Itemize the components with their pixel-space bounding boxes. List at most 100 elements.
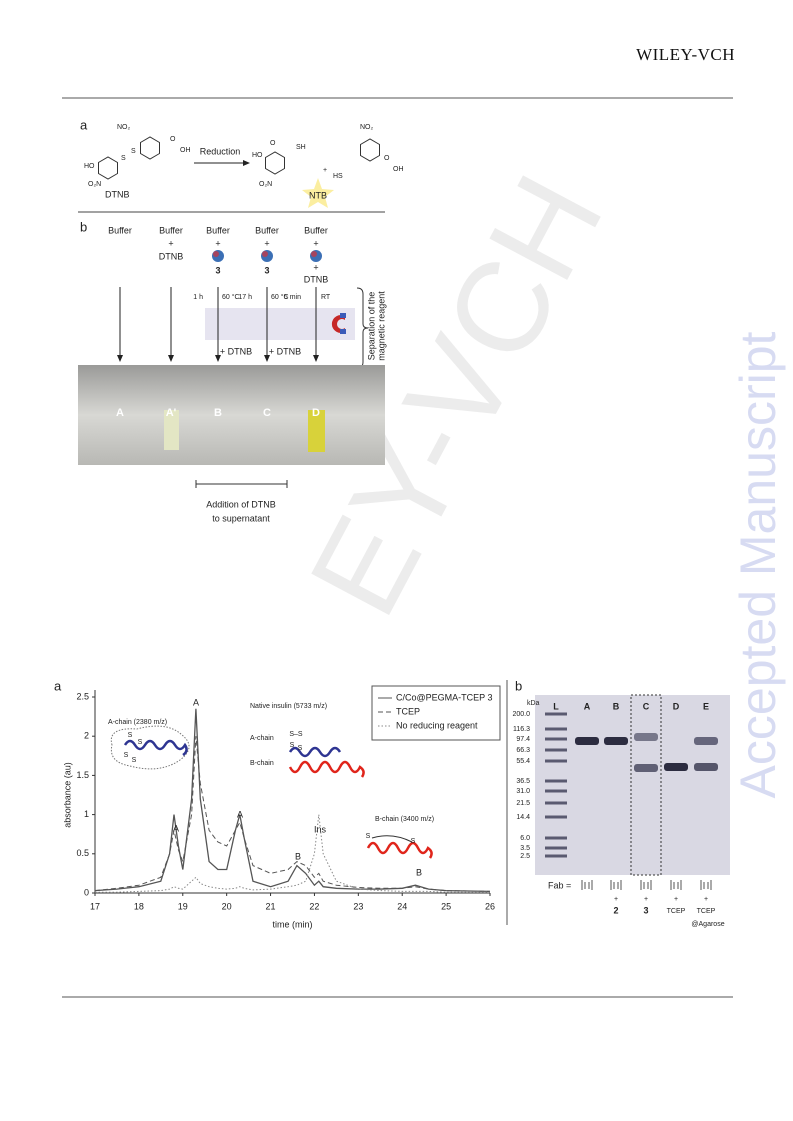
x-tick-label: 22	[309, 901, 319, 911]
legend-box	[371, 685, 501, 741]
atom: O₂N	[88, 181, 101, 188]
atom: HO	[84, 163, 95, 170]
y-tick-label: 1.5	[76, 770, 89, 780]
arrow-head	[168, 355, 174, 362]
unit-label: kDa	[527, 700, 540, 707]
magnet	[331, 315, 345, 333]
condition: 1 h	[193, 294, 203, 301]
annotation: Native insulin (5733 m/z)	[250, 703, 327, 710]
cuvette-label: A	[116, 407, 124, 419]
ladder-band	[545, 789, 567, 793]
fab-icon	[610, 880, 622, 890]
brace-label: Separation of the	[366, 292, 376, 361]
sulfur-label: S	[411, 838, 416, 845]
legend-label: C/Co@PEGMA-TCEP 3	[396, 692, 493, 702]
atom: OH	[393, 166, 404, 173]
plus: +	[168, 238, 173, 248]
fab-icon	[640, 880, 652, 890]
bracket-label: to supernatant	[212, 513, 270, 523]
atom: HS	[333, 173, 343, 180]
ladder-label: 116.3	[513, 726, 530, 733]
peak-label: B	[416, 867, 422, 877]
treatment: 3	[643, 905, 648, 915]
arrow-head	[243, 160, 250, 166]
treatment: TCEP	[667, 908, 686, 915]
ladder-label: 14.4	[516, 814, 530, 821]
atom: +	[323, 167, 327, 174]
column-label: Buffer	[108, 225, 132, 235]
condition: 17 h	[238, 294, 252, 301]
sulfur-label: S	[128, 732, 133, 739]
annotation: A-chain (2380 m/z)	[108, 719, 167, 726]
magnet-pole	[340, 313, 346, 318]
sulfur-label: S–S	[289, 731, 303, 738]
ladder-band	[545, 846, 567, 850]
arrow-label: Reduction	[200, 146, 241, 156]
highlight-box	[630, 694, 662, 876]
protein-band	[664, 763, 688, 771]
y-tick-label: 0	[84, 887, 89, 897]
disulfide	[371, 835, 413, 843]
benzene-ring	[360, 138, 380, 162]
bracket-label: Addition of DTNB	[206, 499, 276, 509]
particle-shell	[262, 251, 268, 257]
lane-label: A	[584, 701, 591, 711]
x-axis-label: time (min)	[273, 919, 313, 929]
x-tick-label: 24	[397, 901, 407, 911]
ladder-label: 3.5	[520, 845, 530, 852]
reagent: DTNB	[304, 274, 329, 284]
y-axis-label: absorbance (au)	[62, 762, 72, 828]
legend-label: No reducing reagent	[396, 720, 478, 730]
sulfur-label: S	[290, 742, 295, 749]
ladder-label: 6.0	[520, 835, 530, 842]
fab-icon	[700, 880, 712, 890]
atom: S	[121, 155, 126, 162]
annotation: A-chain	[250, 735, 274, 742]
cuvette-label: C	[263, 407, 271, 419]
chromatogram-trace	[95, 814, 490, 893]
ladder-label: 31.0	[516, 788, 530, 795]
arrow-head	[313, 355, 319, 362]
magnet-pole	[340, 329, 346, 334]
fab-icon	[670, 880, 682, 890]
protein-band	[604, 737, 628, 745]
brace	[356, 287, 369, 369]
cuvette-label: A'	[166, 407, 177, 419]
annotation: B-chain (3400 m/z)	[375, 816, 434, 823]
lane-label: D	[673, 701, 680, 711]
atom: HO	[252, 152, 263, 159]
x-tick-label: 20	[222, 901, 232, 911]
atom: O₂N	[259, 181, 272, 188]
y-tick-label: 2.5	[76, 691, 89, 701]
lane-label: C	[643, 701, 650, 711]
pale-solution	[164, 410, 179, 450]
atom: O	[384, 155, 390, 162]
addition: + DTNB	[269, 346, 301, 356]
benzene-ring	[98, 156, 118, 180]
condition: 60 °C	[271, 293, 289, 301]
ladder-band	[545, 737, 567, 741]
figure1-panel-b: b Separation of the magnetic reagent Add…	[78, 219, 386, 523]
x-tick-label: 17	[90, 901, 100, 911]
a-chain	[288, 746, 342, 758]
peak-label: Ins	[314, 824, 327, 834]
ladder-label: 66.3	[516, 747, 530, 754]
legend-label: TCEP	[396, 706, 420, 716]
protein-band	[694, 737, 718, 745]
arrow-head	[264, 355, 270, 362]
x-tick-label: 25	[441, 901, 451, 911]
x-tick-label: 23	[353, 901, 363, 911]
sulfur-label: S	[124, 752, 129, 759]
ladder-label: 200.0	[512, 711, 530, 718]
fab-label: Fab =	[548, 880, 571, 890]
side-watermark: Accepted Manuscript	[730, 331, 786, 798]
sulfur-label: S	[366, 833, 371, 840]
condition: RT	[321, 294, 331, 301]
x-tick-label: 21	[266, 901, 276, 911]
peak-label: B	[295, 851, 301, 861]
y-tick-label: 0.5	[76, 848, 89, 858]
x-tick-label: 18	[134, 901, 144, 911]
peak-label: A	[173, 823, 179, 833]
gel-background	[535, 695, 730, 875]
